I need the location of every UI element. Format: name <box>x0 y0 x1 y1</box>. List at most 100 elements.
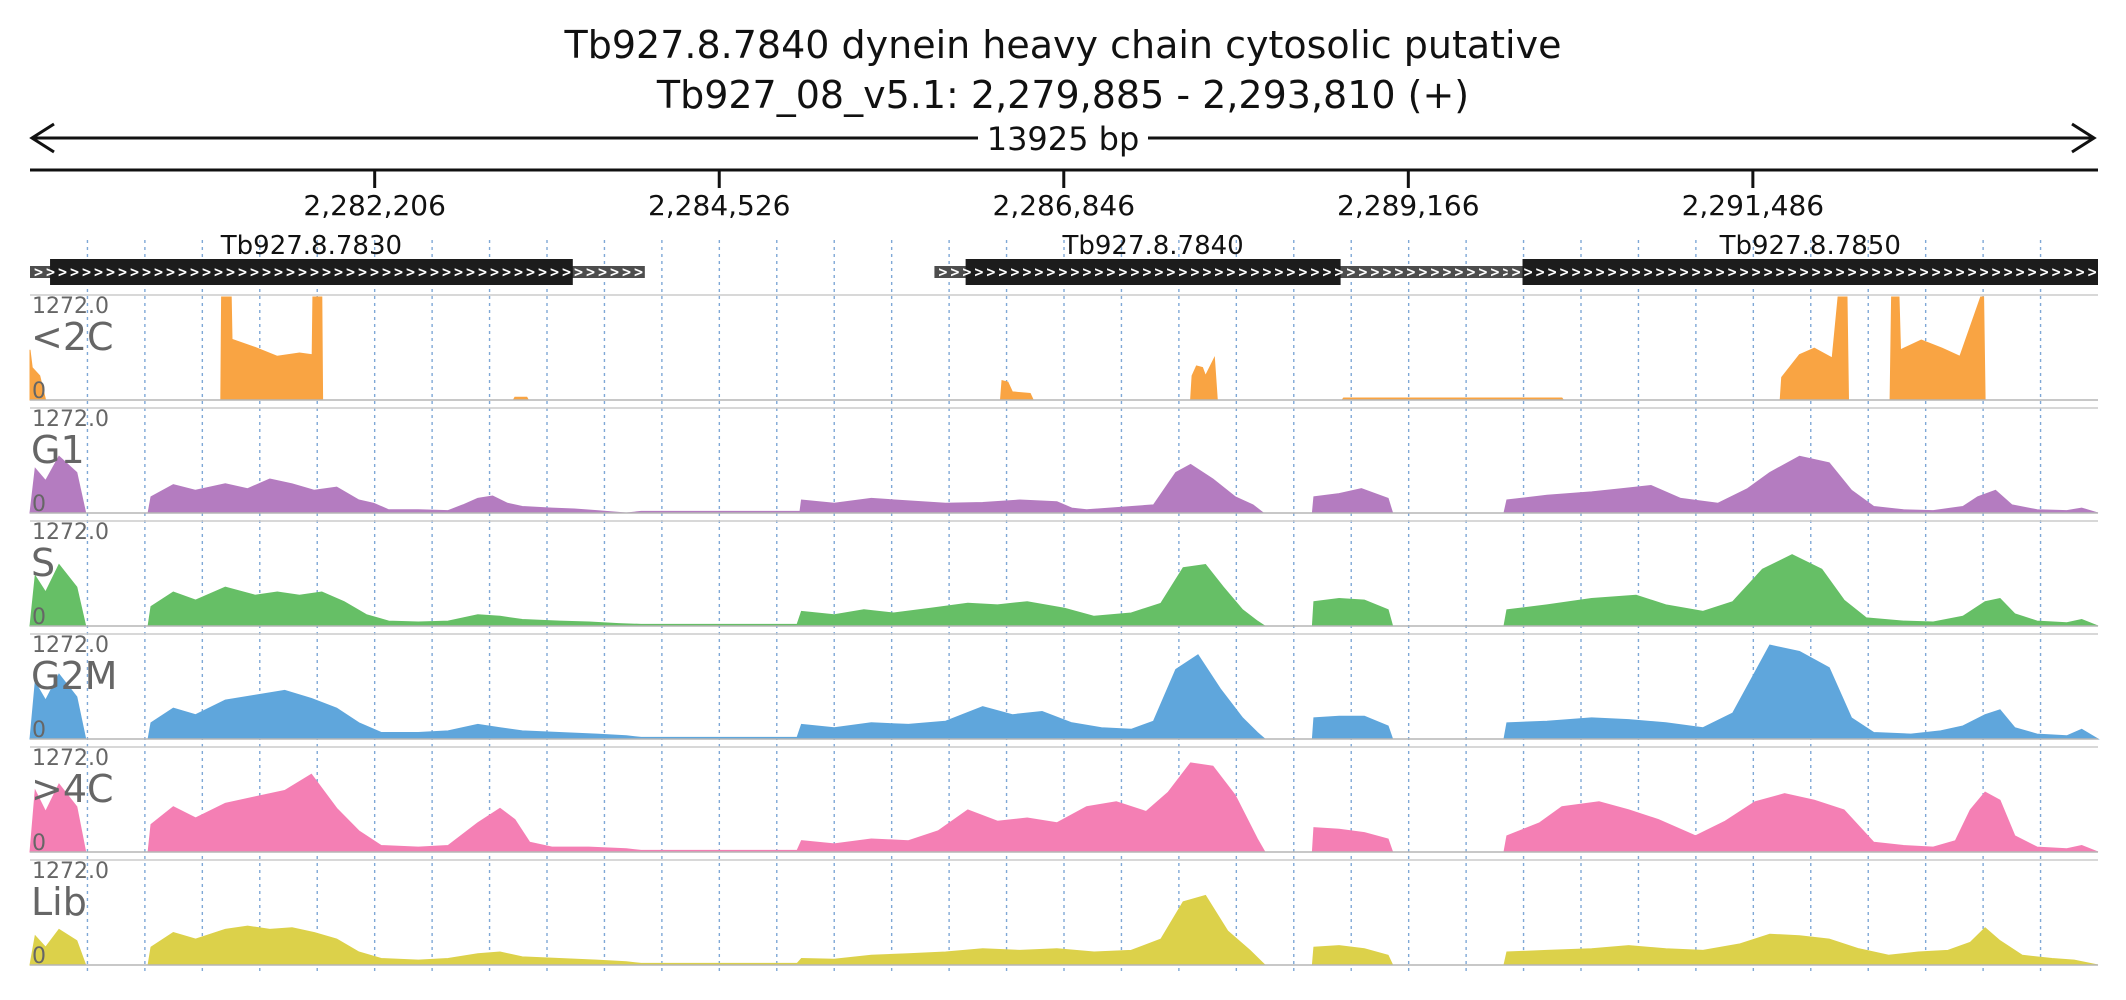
strand-chevron: > <box>1094 263 1103 281</box>
strand-chevron: > <box>322 263 331 281</box>
strand-chevron: > <box>1944 263 1953 281</box>
strand-chevron: > <box>34 263 43 281</box>
strand-chevron: > <box>938 263 947 281</box>
strand-chevron: > <box>1536 263 1545 281</box>
strand-chevron: > <box>46 263 55 281</box>
strand-chevron: > <box>130 263 139 281</box>
figure-title-line1: Tb927.8.7840 dynein heavy chain cytosoli… <box>564 23 1562 67</box>
track-scale-max: 1272.0 <box>32 294 109 319</box>
strand-chevron: > <box>382 263 391 281</box>
strand-chevron: > <box>622 263 631 281</box>
track-scale-zero: 0 <box>32 718 46 743</box>
strand-chevron: > <box>2004 263 2013 281</box>
axis-tick-label: 2,286,846 <box>993 189 1136 222</box>
strand-chevron: > <box>310 263 319 281</box>
coverage-area <box>29 894 2099 966</box>
strand-chevron: > <box>574 263 583 281</box>
strand-chevron: > <box>274 263 283 281</box>
strand-chevron: > <box>962 263 971 281</box>
strand-chevron: > <box>610 263 619 281</box>
strand-chevron: > <box>1596 263 1605 281</box>
strand-chevron: > <box>1824 263 1833 281</box>
track-G2M: 1272.0 0 G2M <box>29 633 2100 743</box>
strand-chevron: > <box>1644 263 1653 281</box>
strand-chevron: > <box>586 263 595 281</box>
strand-chevron: > <box>1848 263 1857 281</box>
strand-chevron: > <box>1034 263 1043 281</box>
span-arrow: 13925 bp <box>29 120 2097 158</box>
strand-chevron: > <box>562 263 571 281</box>
strand-chevron: > <box>950 263 959 281</box>
strand-chevron: > <box>974 263 983 281</box>
track-scale-max: 1272.0 <box>32 746 109 771</box>
strand-chevron: > <box>1442 263 1451 281</box>
strand-chevron: > <box>1274 263 1283 281</box>
strand-chevron: > <box>1692 263 1701 281</box>
strand-chevron: > <box>1334 263 1343 281</box>
strand-chevron: > <box>1346 263 1355 281</box>
track-2C: 1272.0 0 <2C <box>29 294 2098 404</box>
strand-chevron: > <box>1046 263 1055 281</box>
strand-chevron: > <box>370 263 379 281</box>
strand-chevron: > <box>1298 263 1307 281</box>
axis-tick-label: 2,291,486 <box>1682 189 1825 222</box>
strand-chevron: > <box>502 263 511 281</box>
strand-chevron: > <box>1178 263 1187 281</box>
gene-cds-bar <box>50 259 573 285</box>
strand-chevron: > <box>1166 263 1175 281</box>
strand-chevron: > <box>1632 263 1641 281</box>
strand-chevron: > <box>634 263 643 281</box>
strand-chevron: > <box>1524 263 1533 281</box>
strand-chevron: > <box>1394 263 1403 281</box>
strand-chevron: > <box>1226 263 1235 281</box>
strand-chevron: > <box>1548 263 1557 281</box>
coverage-area <box>29 455 2099 514</box>
axis-tick-label: 2,284,526 <box>648 189 791 222</box>
genome-axis: 2,282,206 2,284,526 2,286,846 2,289,166 2,29… <box>30 168 2098 222</box>
track-scale-max: 1272.0 <box>32 520 109 545</box>
strand-chevron: > <box>406 263 415 281</box>
track-S: 1272.0 0 S <box>29 520 2099 630</box>
strand-chevron: > <box>1454 263 1463 281</box>
gene-track: > > > > > > > > > > > > > > > > > > > > > > > > > > > > > > > > > > > > > > > >… <box>30 231 2098 285</box>
strand-chevron: > <box>334 263 343 281</box>
strand-chevron: > <box>1764 263 1773 281</box>
strand-chevron: > <box>1358 263 1367 281</box>
strand-chevron: > <box>1836 263 1845 281</box>
axis-tick-label: 2,282,206 <box>303 189 446 222</box>
track-scale-max: 1272.0 <box>32 633 109 658</box>
strand-chevron: > <box>514 263 523 281</box>
strand-chevron: > <box>1430 263 1439 281</box>
track-name: <2C <box>31 315 114 359</box>
strand-chevron: > <box>598 263 607 281</box>
strand-chevron: > <box>1752 263 1761 281</box>
coverage-area <box>29 762 2099 853</box>
strand-chevron: > <box>154 263 163 281</box>
strand-chevron: > <box>1728 263 1737 281</box>
strand-chevron: > <box>1082 263 1091 281</box>
strand-chevron: > <box>394 263 403 281</box>
strand-chevron: > <box>142 263 151 281</box>
gene-cds-bar <box>965 259 1341 285</box>
track-name: G1 <box>31 428 85 472</box>
strand-chevron: > <box>1490 263 1499 281</box>
strand-chevron: > <box>1142 263 1151 281</box>
strand-chevron: > <box>1418 263 1427 281</box>
track-name: S <box>31 541 55 585</box>
strand-chevron: > <box>490 263 499 281</box>
strand-chevron: > <box>1980 263 1989 281</box>
strand-chevron: > <box>2088 263 2097 281</box>
strand-chevron: > <box>1560 263 1569 281</box>
strand-chevron: > <box>538 263 547 281</box>
strand-chevron: > <box>1214 263 1223 281</box>
strand-chevron: > <box>190 263 199 281</box>
strand-chevron: > <box>1956 263 1965 281</box>
strand-chevron: > <box>1058 263 1067 281</box>
strand-chevron: > <box>1022 263 1031 281</box>
gene-label: Tb927.8.7840 <box>1061 231 1243 261</box>
strand-chevron: > <box>166 263 175 281</box>
span-length-label: 13925 bp <box>987 120 1140 158</box>
strand-chevron: > <box>1908 263 1917 281</box>
strand-chevron: > <box>2016 263 2025 281</box>
track-scale-zero: 0 <box>32 944 46 969</box>
